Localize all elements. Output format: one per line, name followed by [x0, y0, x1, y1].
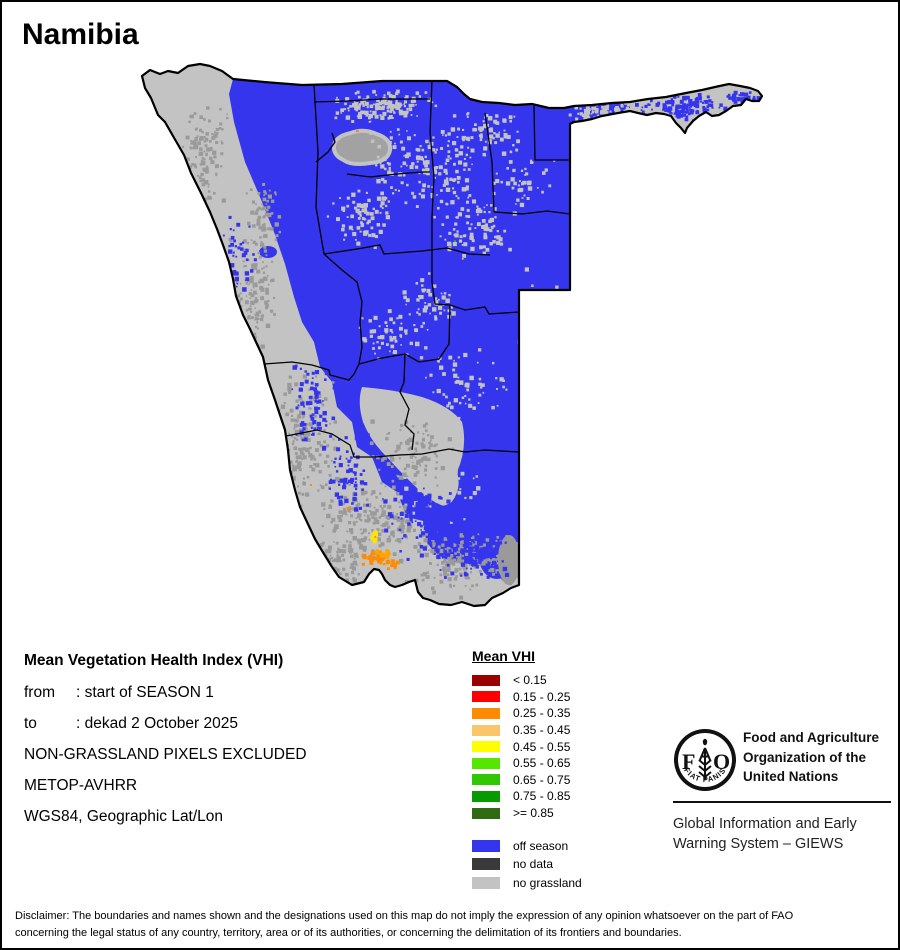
fao-org-line3: United Nations [743, 769, 839, 784]
giews-name: Global Information and Early Warning Sys… [673, 814, 891, 854]
legend-swatch [472, 858, 500, 871]
caprivi-gray-area [630, 72, 762, 142]
info-from-label: from [24, 684, 55, 701]
info-to-label: to [24, 715, 37, 732]
info-line-projection: WGS84, Geographic Lat/Lon [24, 808, 224, 825]
legend-label: 0.75 - 0.85 [513, 789, 571, 804]
legend-row: 0.75 - 0.85 [472, 788, 582, 805]
vhi-legend-rows: < 0.15 0.15 - 0.25 0.25 - 0.35 0.35 - 0.45 0… [472, 672, 582, 821]
legend-row: no grassland [472, 874, 582, 893]
legend-swatch [472, 876, 500, 889]
disclaimer: Disclaimer: The boundaries and names sho… [15, 908, 887, 942]
info-from-row: from : start of SEASON 1 [24, 684, 307, 702]
southeast-blue-pocket [425, 500, 515, 564]
info-heading: Mean Vegetation Health Index (VHI) [24, 652, 284, 669]
info-line-excluded: NON-GRASSLAND PIXELS EXCLUDED [24, 746, 307, 763]
coast-blue-pocket [259, 246, 277, 258]
legend-row: 0.25 - 0.35 [472, 705, 582, 722]
legend-label: 0.25 - 0.35 [513, 706, 571, 721]
region-boundaries [263, 80, 571, 458]
fao-org-line1: Food and Agriculture [743, 730, 879, 745]
legend-label: 0.55 - 0.65 [513, 756, 571, 771]
vhi-colored-pixels [361, 530, 400, 571]
legend-row: 0.45 - 0.55 [472, 738, 582, 755]
legend-label: 0.35 - 0.45 [513, 723, 571, 738]
legend-row: 0.65 - 0.75 [472, 772, 582, 789]
legend-row: < 0.15 [472, 672, 582, 689]
map-base-no-grassland [142, 64, 762, 606]
legend-swatch [472, 757, 500, 769]
legend-row: off season [472, 836, 582, 855]
raster-speckles [178, 89, 761, 600]
info-to-row: to : dekad 2 October 2025 [24, 715, 307, 733]
legend-swatch [472, 707, 500, 719]
map-off-season-area [229, 79, 630, 580]
southeast-dark-gray [498, 535, 520, 585]
legend-row: 0.15 - 0.25 [472, 689, 582, 706]
legend-label: 0.65 - 0.75 [513, 772, 571, 787]
etosha-pan-fringe [331, 128, 393, 166]
legend-label: no grassland [513, 875, 582, 890]
page-title: Namibia [22, 18, 139, 51]
giews-line1: Global Information and Early [673, 816, 857, 832]
info-to-value: : dekad 2 October 2025 [76, 715, 239, 732]
fao-logo-letter-f: F [682, 749, 695, 774]
info-line-sensor: METOP-AVHRR [24, 777, 138, 794]
legend-swatch [472, 691, 500, 703]
legend-row: no data [472, 855, 582, 874]
legend-swatch [472, 774, 500, 786]
legend-row: 0.35 - 0.45 [472, 722, 582, 739]
info-from-value: : start of SEASON 1 [76, 684, 214, 701]
legend-swatch [472, 790, 500, 802]
accent-pixels [310, 130, 537, 591]
central-gray-patch [359, 387, 465, 507]
fao-divider [673, 801, 891, 803]
legend-label: off season [513, 838, 569, 853]
legend-swatch [472, 674, 500, 686]
legend-row: >= 0.85 [472, 805, 582, 822]
legend-title: Mean VHI [472, 648, 536, 664]
vhi-legend: Mean VHI < 0.15 0.15 - 0.25 0.25 - 0.35 0.3… [472, 648, 582, 892]
legend-row: 0.55 - 0.65 [472, 755, 582, 772]
etosha-pan [335, 132, 389, 162]
fao-block: F O FIAT PANIS Food and Agriculture Org [673, 728, 891, 854]
legend-swatch [472, 839, 500, 852]
fao-org-name: Food and Agriculture Organization of the… [743, 728, 879, 787]
legend-label: 0.45 - 0.55 [513, 739, 571, 754]
giews-line2: Warning System – GIEWS [673, 836, 844, 852]
southeast-blue-pocket-2 [479, 535, 515, 579]
fao-logo: F O FIAT PANIS [674, 729, 736, 791]
disclaimer-line2: concerning the legal status of any count… [15, 927, 682, 939]
country-outline [140, 62, 764, 608]
disclaimer-line1: Disclaimer: The boundaries and names sho… [15, 910, 794, 922]
legend-label: no data [513, 857, 554, 872]
legend-label: >= 0.85 [513, 806, 554, 821]
legend-extra-rows: off season no data no grassland [472, 836, 582, 892]
legend-label: < 0.15 [513, 673, 547, 688]
info-block: Mean Vegetation Health Index (VHI) from:… [24, 652, 307, 839]
legend-label: 0.15 - 0.25 [513, 689, 571, 704]
legend-swatch [472, 724, 500, 736]
legend-swatch [472, 807, 500, 819]
legend-swatch [472, 741, 500, 753]
fao-logo-letter-o: O [713, 749, 730, 774]
fao-logo-wheat [698, 738, 712, 780]
fao-org-line2: Organization of the [743, 749, 866, 765]
